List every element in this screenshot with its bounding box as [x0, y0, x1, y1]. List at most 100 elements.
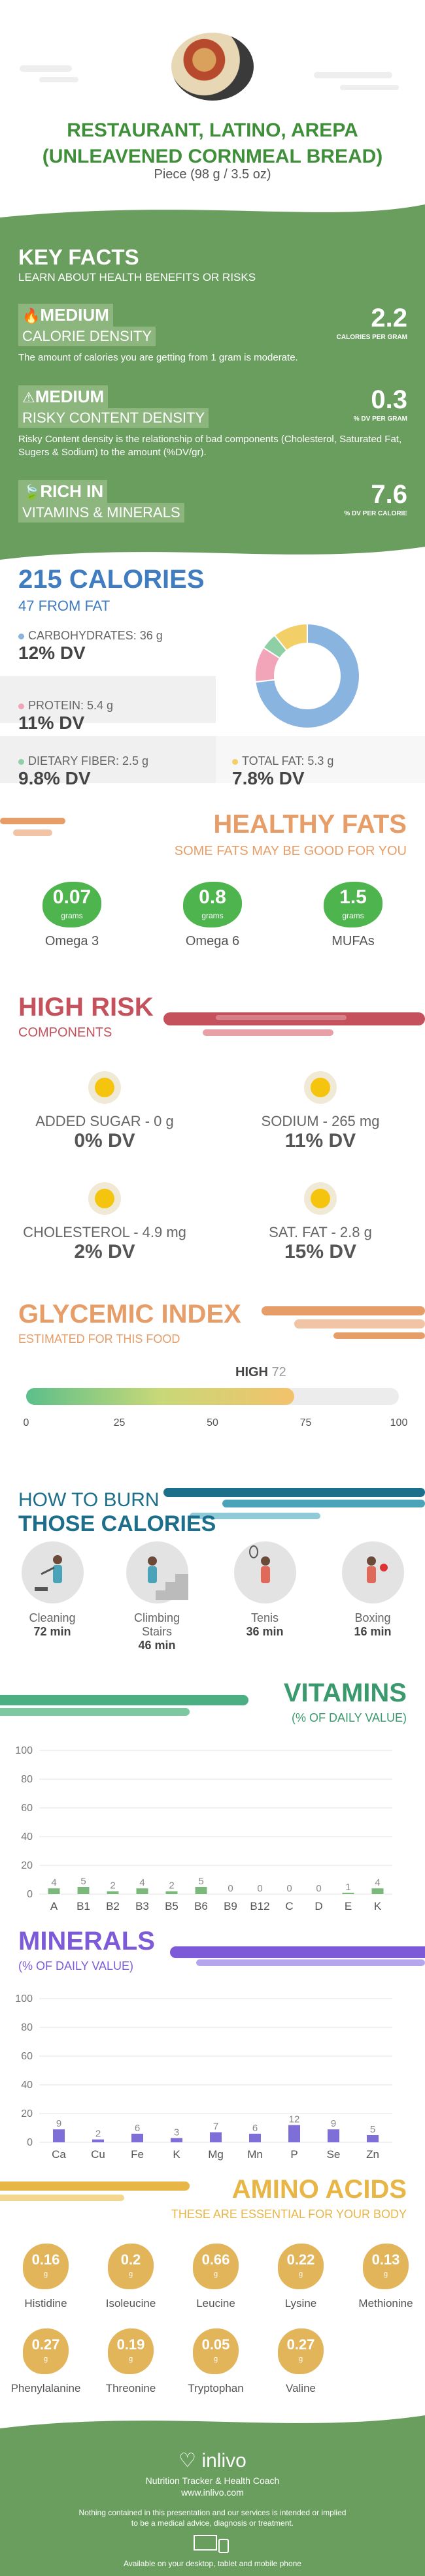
bar-Fe [131, 2133, 143, 2142]
risk-added-sugar: ADDED SUGAR - 0 g 0% DV [7, 1071, 203, 1152]
website-link[interactable]: www.inlivo.com [181, 2487, 244, 2498]
y-tick-label: 100 [15, 1745, 33, 1756]
burn-title-2: THOSE CALORIES [18, 1511, 216, 1536]
minerals-bar-chart: 0 20 40 60 80 100 9 Ca 2 Cu 6 Fe 3 K 7 Mg 6 Mn 12 P 9 Se 5 Zn [15, 1993, 392, 2161]
activity-stairs: Climbing Stairs 46 min [118, 1541, 196, 1652]
amino-phenylalanine: 0.27 g Phenylalanine [10, 2328, 82, 2395]
fats-decor [0, 818, 65, 836]
bar-value-label: 6 [135, 2123, 140, 2134]
minerals-subtitle: (% OF DAILY VALUE) [18, 1959, 134, 1972]
brand: ♡ inlivo [178, 2450, 246, 2471]
tagline: Nutrition Tracker & Health Coach [145, 2475, 280, 2486]
glycemic-section: GLYCEMIC INDEX ESTIMATED FOR THIS FOOD H… [0, 1300, 425, 1450]
donut-slice-carbohydrates [254, 622, 360, 729]
x-tick-label: B1 [76, 1900, 90, 1912]
glycemic-tick: 100 [390, 1417, 408, 1428]
healthy-fats-title: HEALTHY FATS [213, 810, 407, 839]
donut-slice-fat [273, 622, 308, 652]
fat-omega3: 0.07 grams Omega 3 [23, 882, 121, 949]
cleaning-icon [34, 1555, 62, 1591]
macro-fiber: DIETARY FIBER: 2.5 g 9.8% DV [18, 754, 149, 788]
amino-title: AMINO ACIDS [231, 2175, 407, 2204]
bar-B2 [107, 1891, 119, 1894]
bar-value-label: 0 [228, 1883, 233, 1894]
bar-value-label: 2 [95, 2129, 101, 2140]
calorie-density-desc: The amount of calories you are getting f… [18, 352, 298, 363]
amino-histidine: 0.16 g Histidine [10, 2244, 82, 2310]
glycemic-tick: 0 [23, 1417, 29, 1428]
footer: ♡ inlivo Nutrition Tracker & Health Coac… [0, 2409, 425, 2576]
x-tick-label: D [314, 1900, 322, 1912]
y-tick-label: 60 [21, 1803, 33, 1814]
food-title: RESTAURANT, LATINO, AREPA (UNLEAVENED CO… [42, 120, 383, 167]
amino-leucine: 0.66 g Leucine [180, 2244, 252, 2310]
y-tick-label: 20 [21, 2108, 33, 2119]
gi-decor [262, 1306, 425, 1339]
x-tick-label: B9 [224, 1900, 237, 1912]
y-tick-label: 0 [27, 2137, 33, 2148]
vitamins-level: 🍃RICH IN [18, 480, 108, 503]
risky-desc: Risky Content density is the relationshi… [18, 434, 402, 458]
glycemic-subtitle: ESTIMATED FOR THIS FOOD [18, 1332, 180, 1345]
bar-value-label: 1 [345, 1882, 350, 1893]
bar-Cu [92, 2139, 104, 2142]
fat-mufas: 1.5 grams MUFAs [304, 882, 402, 949]
amino-subtitle: THESE ARE ESSENTIAL FOR YOUR BODY [171, 2208, 407, 2221]
x-tick-label: B6 [194, 1900, 208, 1912]
bar-value-label: 5 [198, 1876, 203, 1887]
bar-value-label: 0 [316, 1883, 321, 1894]
boxing-icon [366, 1556, 388, 1583]
bar-value-label: 4 [139, 1877, 144, 1888]
x-tick-label: K [374, 1900, 382, 1912]
glycemic-tick: 50 [207, 1417, 218, 1428]
x-tick-label: B3 [135, 1900, 149, 1912]
key-facts-section: KEY FACTS LEARN ABOUT HEALTH BENEFITS OR… [0, 198, 425, 566]
burn-calories-section: HOW TO BURN THOSE CALORIES Cleaning 72 mi… [0, 1476, 425, 1672]
bar-value-label: 0 [257, 1883, 262, 1894]
bar-Se [328, 2129, 339, 2142]
burn-title-1: HOW TO BURN [18, 1489, 160, 1511]
leaf-icon: 🍃 [22, 484, 41, 500]
bar-B5 [165, 1891, 178, 1894]
calorie-density-fact: 🔥MEDIUM CALORIE DENSITY 2.2 CALORIES PER… [18, 304, 407, 364]
glycemic-level: HIGH 72 [235, 1365, 286, 1379]
smiley-icon [88, 1182, 121, 1215]
minerals-title: MINERALS [18, 1927, 155, 1956]
bar-value-label: 5 [80, 1876, 86, 1887]
amino-methionine: 0.13 g Methionine [350, 2244, 422, 2310]
amino-lysine: 0.22 g Lysine [265, 2244, 337, 2310]
header: RESTAURANT, LATINO, AREPA (UNLEAVENED CO… [0, 0, 425, 199]
x-tick-label: Se [327, 2148, 341, 2161]
wave-bottom [0, 547, 425, 566]
glycemic-ticks: 0 25 50 75 100 [23, 1417, 408, 1430]
healthy-fats-section: HEALTHY FATS SOME FATS MAY BE GOOD FOR Y… [0, 810, 425, 973]
devices-icon [194, 2535, 229, 2553]
footer-wave [0, 2409, 425, 2428]
bar-value-label: 4 [375, 1877, 380, 1888]
food-image [171, 33, 254, 101]
risk-decor [163, 1012, 425, 1036]
x-tick-label: B5 [165, 1900, 178, 1912]
bar-value-label: 9 [331, 2118, 336, 2129]
activity-tennis: Tenis 36 min [226, 1541, 304, 1639]
burn-decor [163, 1488, 425, 1519]
serving-size: Piece (98 g / 3.5 oz) [154, 167, 271, 182]
minerals-section: MINERALS (% OF DAILY VALUE) 0 20 40 60 80 100… [0, 1927, 425, 2168]
amino-threonine: 0.19 g Threonine [95, 2328, 167, 2395]
availability: Available on your desktop, tablet and mo… [124, 2559, 301, 2568]
risk-sodium: SODIUM - 265 mg 11% DV [222, 1071, 418, 1152]
bar-value-label: 5 [370, 2124, 375, 2135]
x-tick-label: Fe [131, 2148, 144, 2161]
amino-tryptophan: 0.05 g Tryptophan [180, 2328, 252, 2395]
minerals-decor [170, 1946, 425, 1966]
bar-B1 [77, 1887, 90, 1894]
vitamins-subtitle: (% OF DAILY VALUE) [291, 1711, 407, 1724]
bar-P [288, 2125, 300, 2142]
decorative-dashes [20, 65, 399, 90]
macro-fat: TOTAL FAT: 5.3 g 7.8% DV [232, 754, 334, 788]
activity-cleaning: Cleaning 72 min [13, 1541, 92, 1639]
bar-Zn [367, 2135, 379, 2142]
amino-isoleucine: 0.2 g Isoleucine [95, 2244, 167, 2310]
x-tick-label: A [50, 1900, 58, 1912]
y-tick-label: 0 [27, 1889, 33, 1900]
